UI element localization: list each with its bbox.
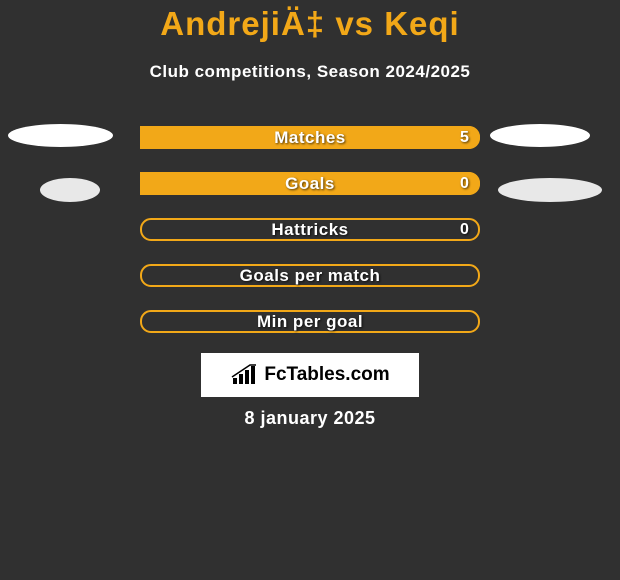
- decorative-ellipse: [40, 178, 100, 202]
- chart-icon: [230, 364, 258, 386]
- stat-row: Min per goal: [0, 308, 620, 354]
- decorative-ellipse: [8, 124, 113, 147]
- bar-track: [140, 126, 480, 149]
- page-subtitle: Club competitions, Season 2024/2025: [0, 62, 620, 82]
- logo-text: FcTables.com: [264, 364, 389, 386]
- stats-container: Matches5Goals0Hattricks0Goals per matchM…: [0, 124, 620, 354]
- bar-track: [140, 264, 480, 287]
- decorative-ellipse: [498, 178, 602, 202]
- decorative-ellipse: [490, 124, 590, 147]
- logo-box: FcTables.com: [201, 353, 419, 397]
- bar-fill-right: [140, 126, 480, 149]
- page-title: AndrejiÄ‡ vs Keqi: [0, 5, 620, 43]
- bar-track: [140, 218, 480, 241]
- bar-track: [140, 172, 480, 195]
- stat-row: Hattricks0: [0, 216, 620, 262]
- bar-fill-right: [140, 172, 480, 195]
- generated-date: 8 january 2025: [0, 408, 620, 429]
- bar-track: [140, 310, 480, 333]
- stat-row: Goals per match: [0, 262, 620, 308]
